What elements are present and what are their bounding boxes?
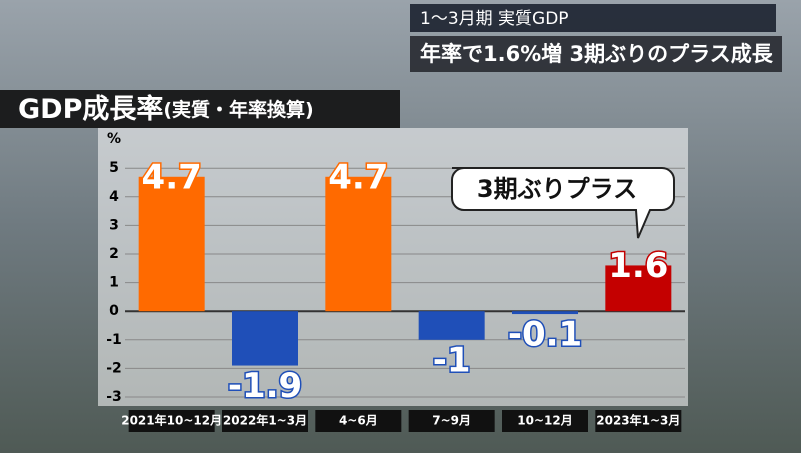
x-tick-label: 2023年1~3月 — [596, 413, 680, 428]
x-tick-label: 2022年1~3月 — [223, 413, 307, 428]
y-tick-label: 5 — [109, 160, 119, 176]
value-label: -1.9 — [228, 366, 302, 406]
x-tick-label: 10~12月 — [517, 414, 572, 428]
category-box — [315, 410, 402, 432]
y-tick-label: 2 — [109, 246, 119, 262]
header-line1: 1～3月期 実質GDP — [420, 9, 569, 29]
category-box — [222, 410, 308, 432]
x-tick-label: 4~6月 — [339, 414, 378, 428]
header-line2: 年率で1.6%増 3期ぶりのプラス成長 — [420, 42, 774, 66]
bar — [512, 311, 578, 315]
y-tick-label: -2 — [106, 360, 122, 376]
category-box — [595, 410, 682, 432]
x-tick-label: 2021年10~12月 — [121, 413, 222, 428]
value-label: 1.6 — [608, 246, 668, 286]
value-label: -1 — [433, 340, 471, 380]
bar — [605, 265, 672, 312]
callout — [451, 167, 675, 239]
category-box — [408, 410, 495, 432]
bar — [138, 176, 205, 312]
header-box — [410, 36, 782, 72]
title-box — [0, 90, 400, 128]
bar — [418, 311, 485, 340]
bar — [325, 176, 392, 312]
value-label: -0.1 — [508, 315, 582, 355]
bar — [232, 311, 298, 366]
annotation: 3期ぶりプラス — [477, 175, 637, 203]
y-tick-label: 4 — [109, 189, 119, 205]
y-tick-label: 0 — [109, 303, 119, 319]
y-tick-label: 1 — [109, 275, 119, 291]
y-unit: % — [107, 131, 121, 147]
y-tick-label: -3 — [106, 389, 122, 405]
x-tick-label: 7~9月 — [432, 414, 471, 428]
y-tick-label: 3 — [109, 217, 119, 233]
header-box — [410, 4, 776, 32]
category-box — [128, 410, 215, 432]
y-tick-label: -1 — [106, 332, 122, 348]
category-box — [502, 410, 588, 432]
chart-title: GDP成長率(実質・年率換算) — [18, 93, 314, 125]
value-label: 4.7 — [328, 157, 388, 197]
value-label: 4.7 — [142, 157, 202, 197]
